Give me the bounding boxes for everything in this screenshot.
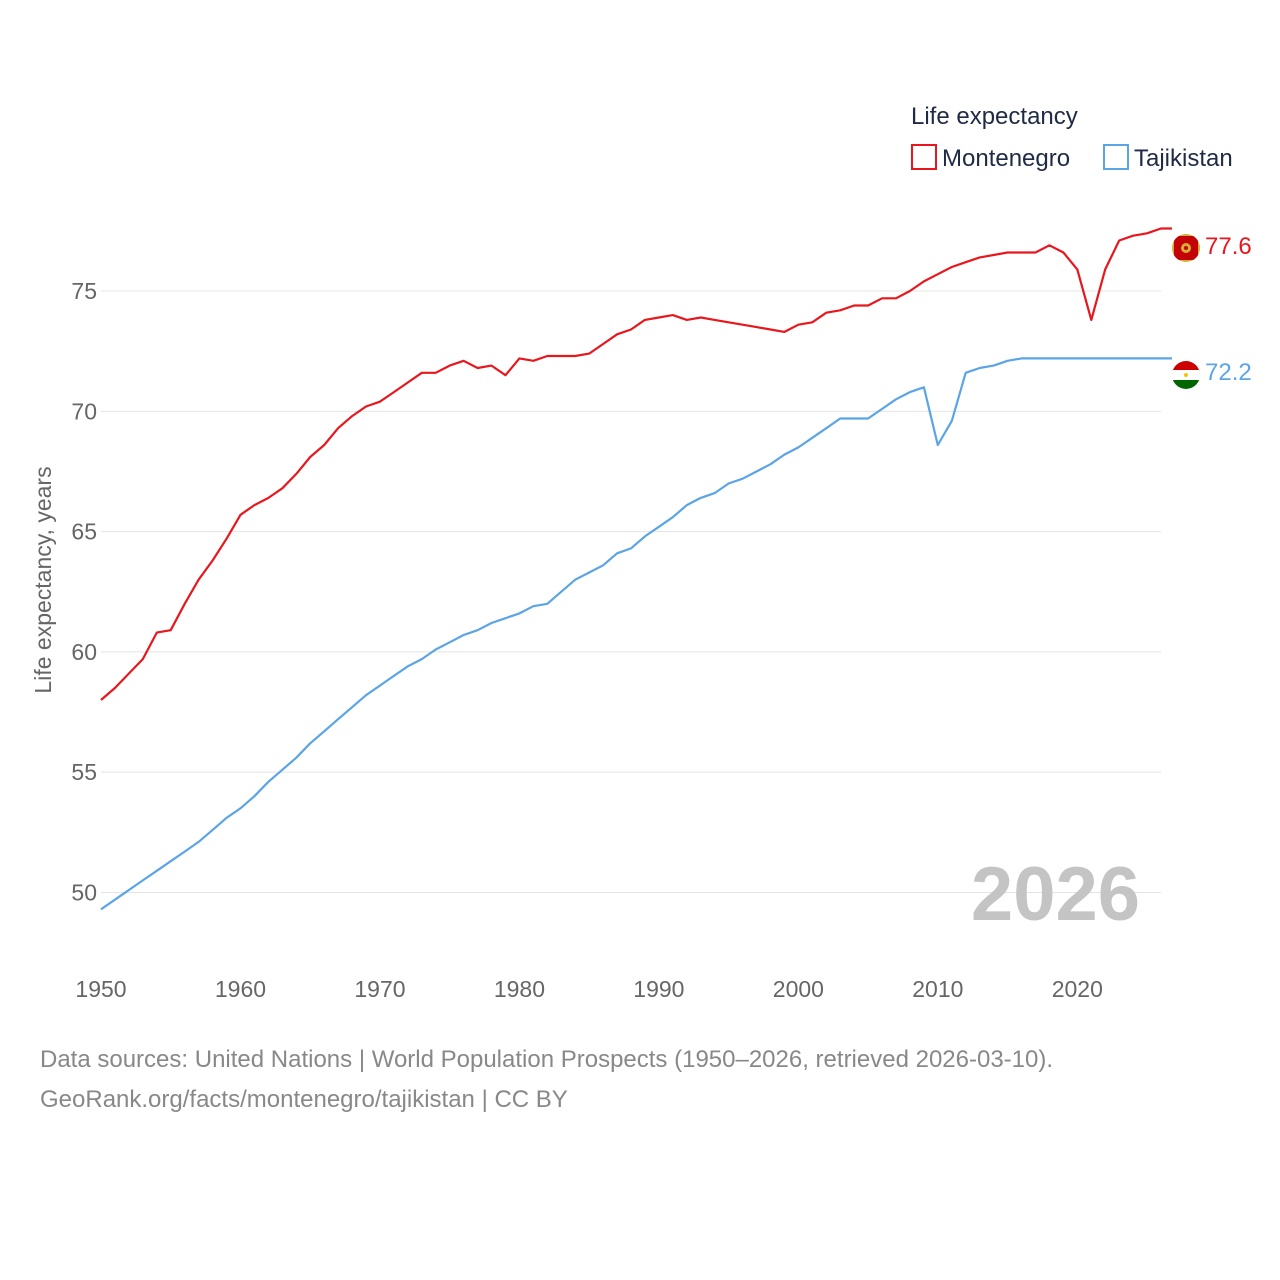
x-axis-ticks: 1950 1960 1970 1980 1990 2000 2010 2020 (75, 976, 1102, 1002)
end-label-montenegro: 77.6 (1205, 233, 1252, 260)
legend-swatch-tajikistan (1103, 144, 1129, 170)
x-tick-label: 1970 (354, 976, 405, 1002)
x-tick-label: 1950 (75, 976, 126, 1002)
series-line-montenegro (100, 227, 1172, 701)
year-watermark: 2026 (971, 852, 1140, 937)
source-line-2[interactable]: GeoRank.org/facts/montenegro/tajikistan … (40, 1086, 568, 1113)
source-line-1: Data sources: United Nations | World Pop… (40, 1046, 1054, 1073)
series-line-tajikistan (100, 357, 1172, 911)
x-tick-label: 2020 (1052, 976, 1103, 1002)
series-lines (100, 227, 1172, 911)
source-note: Data sources: United Nations | World Pop… (40, 1040, 1053, 1120)
y-axis-label: Life expectancy, years (30, 466, 56, 693)
y-tick-label: 60 (71, 639, 97, 665)
y-axis-ticks: 50 55 60 65 70 75 (71, 278, 97, 905)
y-tick-label: 55 (71, 759, 97, 785)
x-tick-label: 1990 (633, 976, 684, 1002)
end-label-tajikistan: 72.2 (1205, 359, 1252, 386)
gridlines (101, 290, 1161, 893)
y-tick-label: 65 (71, 519, 97, 545)
x-tick-label: 1980 (494, 976, 545, 1002)
x-tick-label: 1960 (215, 976, 266, 1002)
y-tick-label: 75 (71, 278, 97, 304)
legend-label-montenegro[interactable]: Montenegro (942, 145, 1070, 172)
y-tick-label: 70 (71, 398, 97, 424)
x-tick-label: 2000 (773, 976, 824, 1002)
legend-swatch-montenegro (911, 144, 937, 170)
x-tick-label: 2010 (912, 976, 963, 1002)
tajikistan-flag-icon (1172, 361, 1200, 389)
legend-label-tajikistan[interactable]: Tajikistan (1134, 145, 1233, 172)
legend-title: Life expectancy (911, 103, 1078, 130)
montenegro-flag-icon (1172, 234, 1200, 262)
y-tick-label: 50 (71, 879, 97, 905)
